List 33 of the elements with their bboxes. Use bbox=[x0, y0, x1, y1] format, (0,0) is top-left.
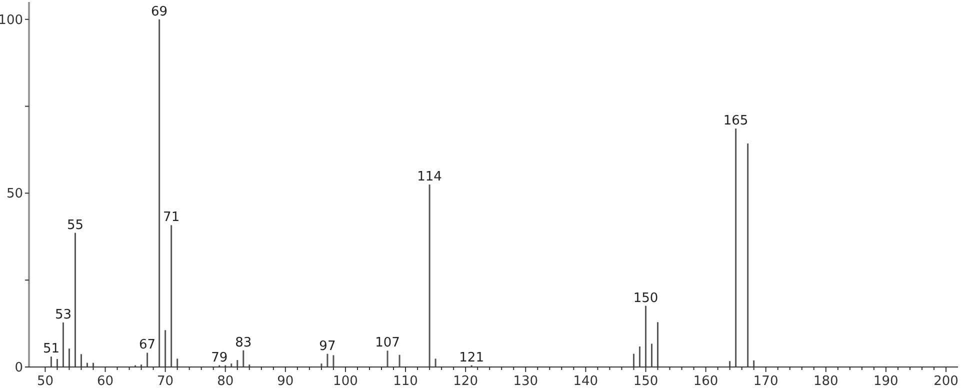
x-tick-label: 160 bbox=[693, 374, 718, 389]
y-tick-label: 0 bbox=[14, 360, 23, 376]
annotation: 97 bbox=[319, 338, 336, 354]
x-tick-label: 60 bbox=[96, 374, 114, 389]
y-tick-label: 50 bbox=[6, 186, 23, 202]
x-tick-label: 130 bbox=[513, 374, 538, 389]
x-tick-label: 70 bbox=[157, 374, 174, 389]
annotation: 165 bbox=[723, 114, 748, 129]
annotation: 121 bbox=[459, 350, 484, 366]
annotation: 83 bbox=[235, 335, 252, 350]
x-tick-label: 80 bbox=[217, 374, 234, 389]
annotation: 71 bbox=[163, 210, 180, 226]
x-tick-label: 140 bbox=[573, 374, 598, 389]
annotation: 51 bbox=[42, 342, 60, 357]
annotation: 150 bbox=[633, 290, 658, 306]
annotation: 107 bbox=[375, 336, 400, 351]
x-tick-label: 120 bbox=[453, 374, 478, 389]
x-tick-label: 200 bbox=[934, 374, 958, 389]
x-tick-label: 170 bbox=[753, 374, 778, 389]
x-tick-label: 100 bbox=[333, 374, 358, 389]
x-tick-label: 50 bbox=[36, 374, 54, 389]
x-tick-label: 180 bbox=[813, 374, 838, 389]
annotation: 67 bbox=[139, 338, 156, 353]
x-tick-label: 110 bbox=[393, 374, 418, 389]
x-tick-label: 190 bbox=[874, 374, 898, 389]
x-tick-label: 150 bbox=[633, 374, 658, 389]
annotation: 53 bbox=[54, 308, 72, 323]
annotation: 114 bbox=[417, 170, 442, 184]
annotation: 55 bbox=[66, 218, 84, 233]
x-tick-label: 90 bbox=[277, 374, 294, 389]
annotation: 79 bbox=[211, 350, 228, 366]
y-tick-label: 100 bbox=[0, 12, 23, 28]
annotation: 69 bbox=[151, 4, 168, 20]
